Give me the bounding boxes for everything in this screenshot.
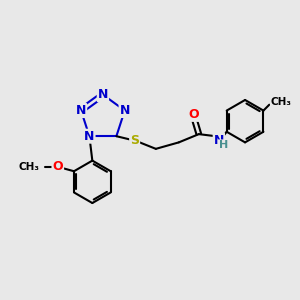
Text: CH₃: CH₃ [18, 162, 39, 172]
Text: N: N [98, 88, 108, 101]
Text: N: N [76, 104, 86, 117]
Text: N: N [214, 134, 224, 146]
Text: CH₃: CH₃ [271, 97, 292, 107]
Text: O: O [52, 160, 63, 173]
Text: N: N [119, 104, 130, 117]
Text: N: N [84, 130, 94, 143]
Text: H: H [219, 140, 228, 150]
Text: S: S [130, 134, 139, 147]
Text: O: O [188, 108, 199, 121]
